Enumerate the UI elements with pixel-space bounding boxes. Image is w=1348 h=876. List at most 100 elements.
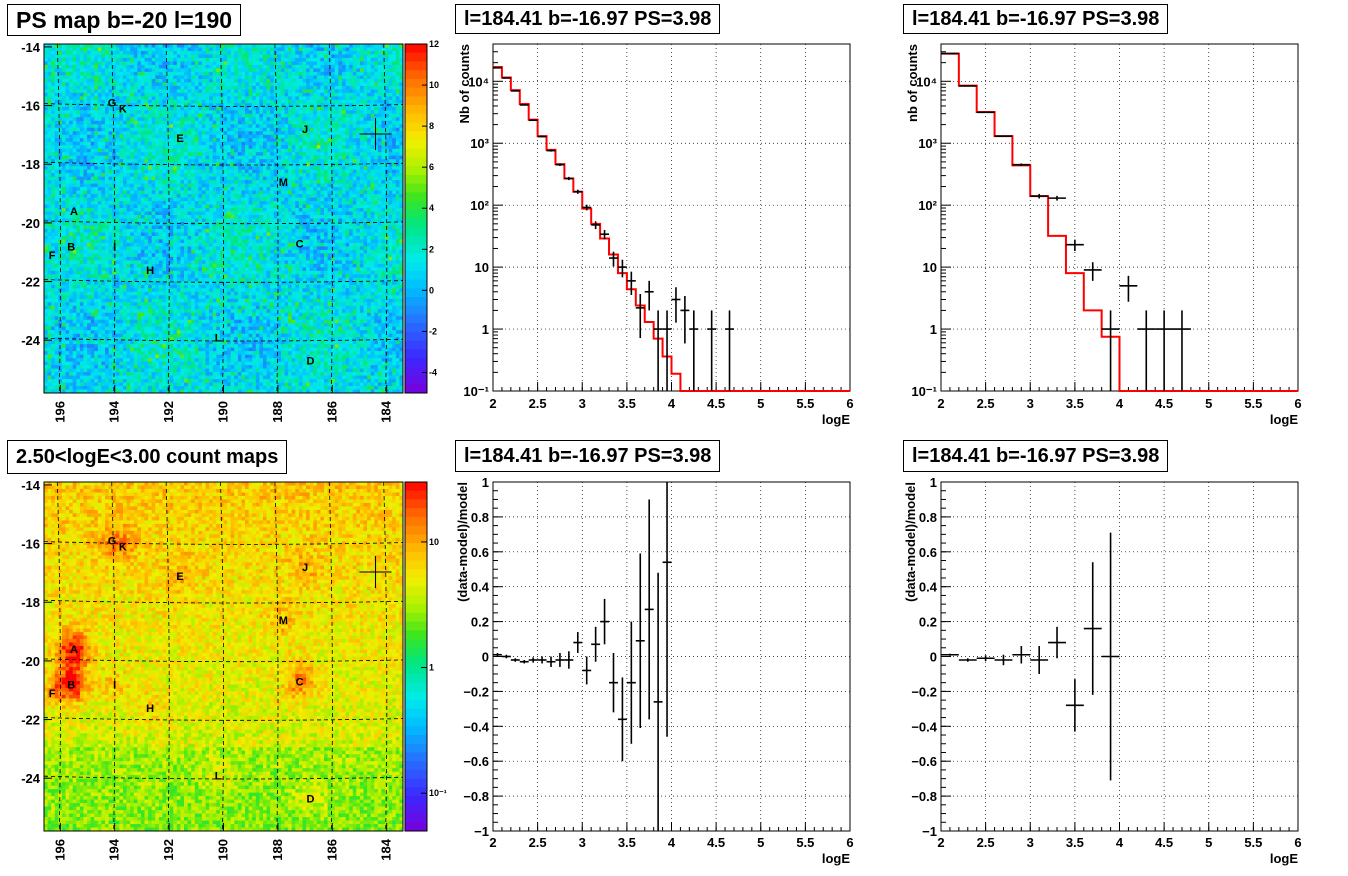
y-tick-label: 0.6 [919,545,937,560]
count-map-panel: 196 194 192 190 188 186 184 -14 -16 -18 -20 -22 -24 G… [0,438,447,876]
x-tick-label: 3.5 [618,835,636,850]
source-label-L: L [215,770,222,782]
colorbar-tick-label: 10 [429,537,439,547]
y-tick-label: −0.6 [911,754,937,769]
cnt-cells [44,482,404,832]
y-tick-label: 0.6 [471,545,489,560]
x-tick-label: 5.5 [796,396,814,411]
y-tick-label: 10³ [470,136,489,151]
spectrum-fine-panel: 2 2.5 3 3.5 4 4.5 5 5.5 6 10⁻¹ 1 10 10² 10³ 10⁴ logE Nb … [450,0,890,440]
colorbar-tick-label: 4 [429,203,434,213]
y-tick-label: −0.2 [911,684,937,699]
ps-cells [44,44,404,394]
x-tick-label: 6 [846,396,853,411]
y-tick-label: −0.2 [463,684,489,699]
y-tick-label: 0.8 [919,510,937,525]
y-tick-label: -14 [21,40,41,55]
source-label-L: L [215,332,222,344]
y-tick-label: 1 [482,475,489,490]
x-tick-label: 192 [161,839,176,861]
y-tick-label: 0 [482,650,489,665]
colorbar-tick-label: 10⁻¹ [429,788,447,798]
x-tick-label: 184 [379,400,394,422]
y-tick-label: 10⁴ [468,74,489,89]
x-tick-label: 2 [489,835,496,850]
source-label-G: G [108,98,117,110]
source-label-J: J [302,124,308,136]
x-tick-label: 5 [757,835,764,850]
y-tick-label: -24 [21,771,41,786]
ps-colorbar [405,44,427,394]
x-tick-label: 2.5 [977,396,995,411]
x-tick-label: 2.5 [529,396,547,411]
x-tick-label: 196 [52,839,67,861]
x-tick-label: 2.5 [529,835,547,850]
x-tick-label: 6 [1294,835,1301,850]
cnt-graticule [43,481,404,832]
x-tick-label: 186 [324,839,339,861]
x-tick-label: 3 [579,835,586,850]
y-tick-label: −0.8 [463,789,489,804]
x-tick-label: 184 [379,838,394,860]
x-tick-label: 5.5 [1244,835,1262,850]
source-label-F: F [49,250,56,262]
x-tick-label: 5.5 [1244,396,1262,411]
x-axis-label: logE [1270,412,1298,427]
x-axis-label: logE [822,851,850,866]
spectrum-coarse-plot: 2 2.5 3 3.5 4 4.5 5 5.5 6 10⁻¹ 1 10 10² 10³ 10⁴ logE nb … [905,43,1302,427]
x-tick-label: 196 [52,401,67,423]
ps-map-panel: 196 194 192 190 188 186 184 -14 -16 -18 -20 -22 -24 G… [0,0,440,440]
y-tick-label: −1 [922,824,937,839]
source-label-A: A [70,644,78,656]
x-tick-label: 3 [1027,396,1034,411]
x-tick-label: 6 [1294,396,1301,411]
x-tick-label: 4.5 [707,835,725,850]
y-tick-label: 10² [470,198,489,213]
source-label-H: H [146,265,154,277]
y-tick-label: −0.6 [463,754,489,769]
ps-graticule [43,43,404,394]
y-tick-label: 10² [918,198,937,213]
x-tick-label: 190 [216,839,231,861]
y-tick-label: 0.2 [471,615,489,630]
x-tick-label: 188 [270,839,285,861]
colorbar-tick-label: 12 [429,39,439,49]
source-label-D: D [307,356,315,368]
residual-fine-title: l=184.41 b=-16.97 PS=3.98 [455,440,721,472]
y-tick-label: −1 [474,824,489,839]
source-label-B: B [67,679,75,691]
x-tick-label: 4 [1116,835,1124,850]
source-label-C: C [296,238,304,250]
colorbar-tick-label: 6 [429,162,434,172]
x-tick-label: 194 [107,400,122,422]
y-tick-label: -18 [21,157,40,172]
y-tick-label: 10⁻¹ [463,384,489,399]
x-axis-label: logE [1270,851,1298,866]
count-map-title: 2.50<logE<3.00 count maps [7,440,288,474]
x-tick-label: 4.5 [1155,396,1173,411]
y-tick-label: -20 [21,216,40,231]
y-tick-label: 0 [930,650,937,665]
y-tick-label: -22 [21,713,40,728]
x-tick-label: 5 [1205,835,1212,850]
source-label-I: I [113,241,116,253]
y-tick-label: 10⁻¹ [911,384,937,399]
x-tick-label: 194 [107,838,122,860]
ps-map-plot: 196 194 192 190 188 186 184-14-16-18-20-22-24G… [21,39,439,423]
x-tick-label: 192 [161,401,176,423]
x-tick-label: 188 [270,401,285,423]
x-tick-label: 4 [1116,396,1124,411]
x-tick-label: 3.5 [1066,835,1084,850]
y-tick-label: 10³ [918,136,937,151]
source-label-C: C [296,676,304,688]
grid [493,44,850,391]
residual-coarse-panel: 2 2.5 3 3.5 4 4.5 5 5.5 6 −1 −0.8 −0.6 −0.4 −0.2 0 0.2 0… [898,438,1338,876]
colorbar-tick-label: 0 [429,285,434,295]
y-tick-label: 1 [930,322,937,337]
colorbar-frame [404,481,428,832]
y-tick-label: −0.4 [463,719,489,734]
spectrum-fine-plot: 2 2.5 3 3.5 4 4.5 5 5.5 6 10⁻¹ 1 10 10² 10³ 10⁴ logE Nb … [457,43,854,427]
source-label-E: E [176,571,183,583]
spectrum-coarse-panel: 2 2.5 3 3.5 4 4.5 5 5.5 6 10⁻¹ 1 10 10² 10³ 10⁴ logE nb … [898,0,1338,440]
x-tick-label: 5 [1205,396,1212,411]
